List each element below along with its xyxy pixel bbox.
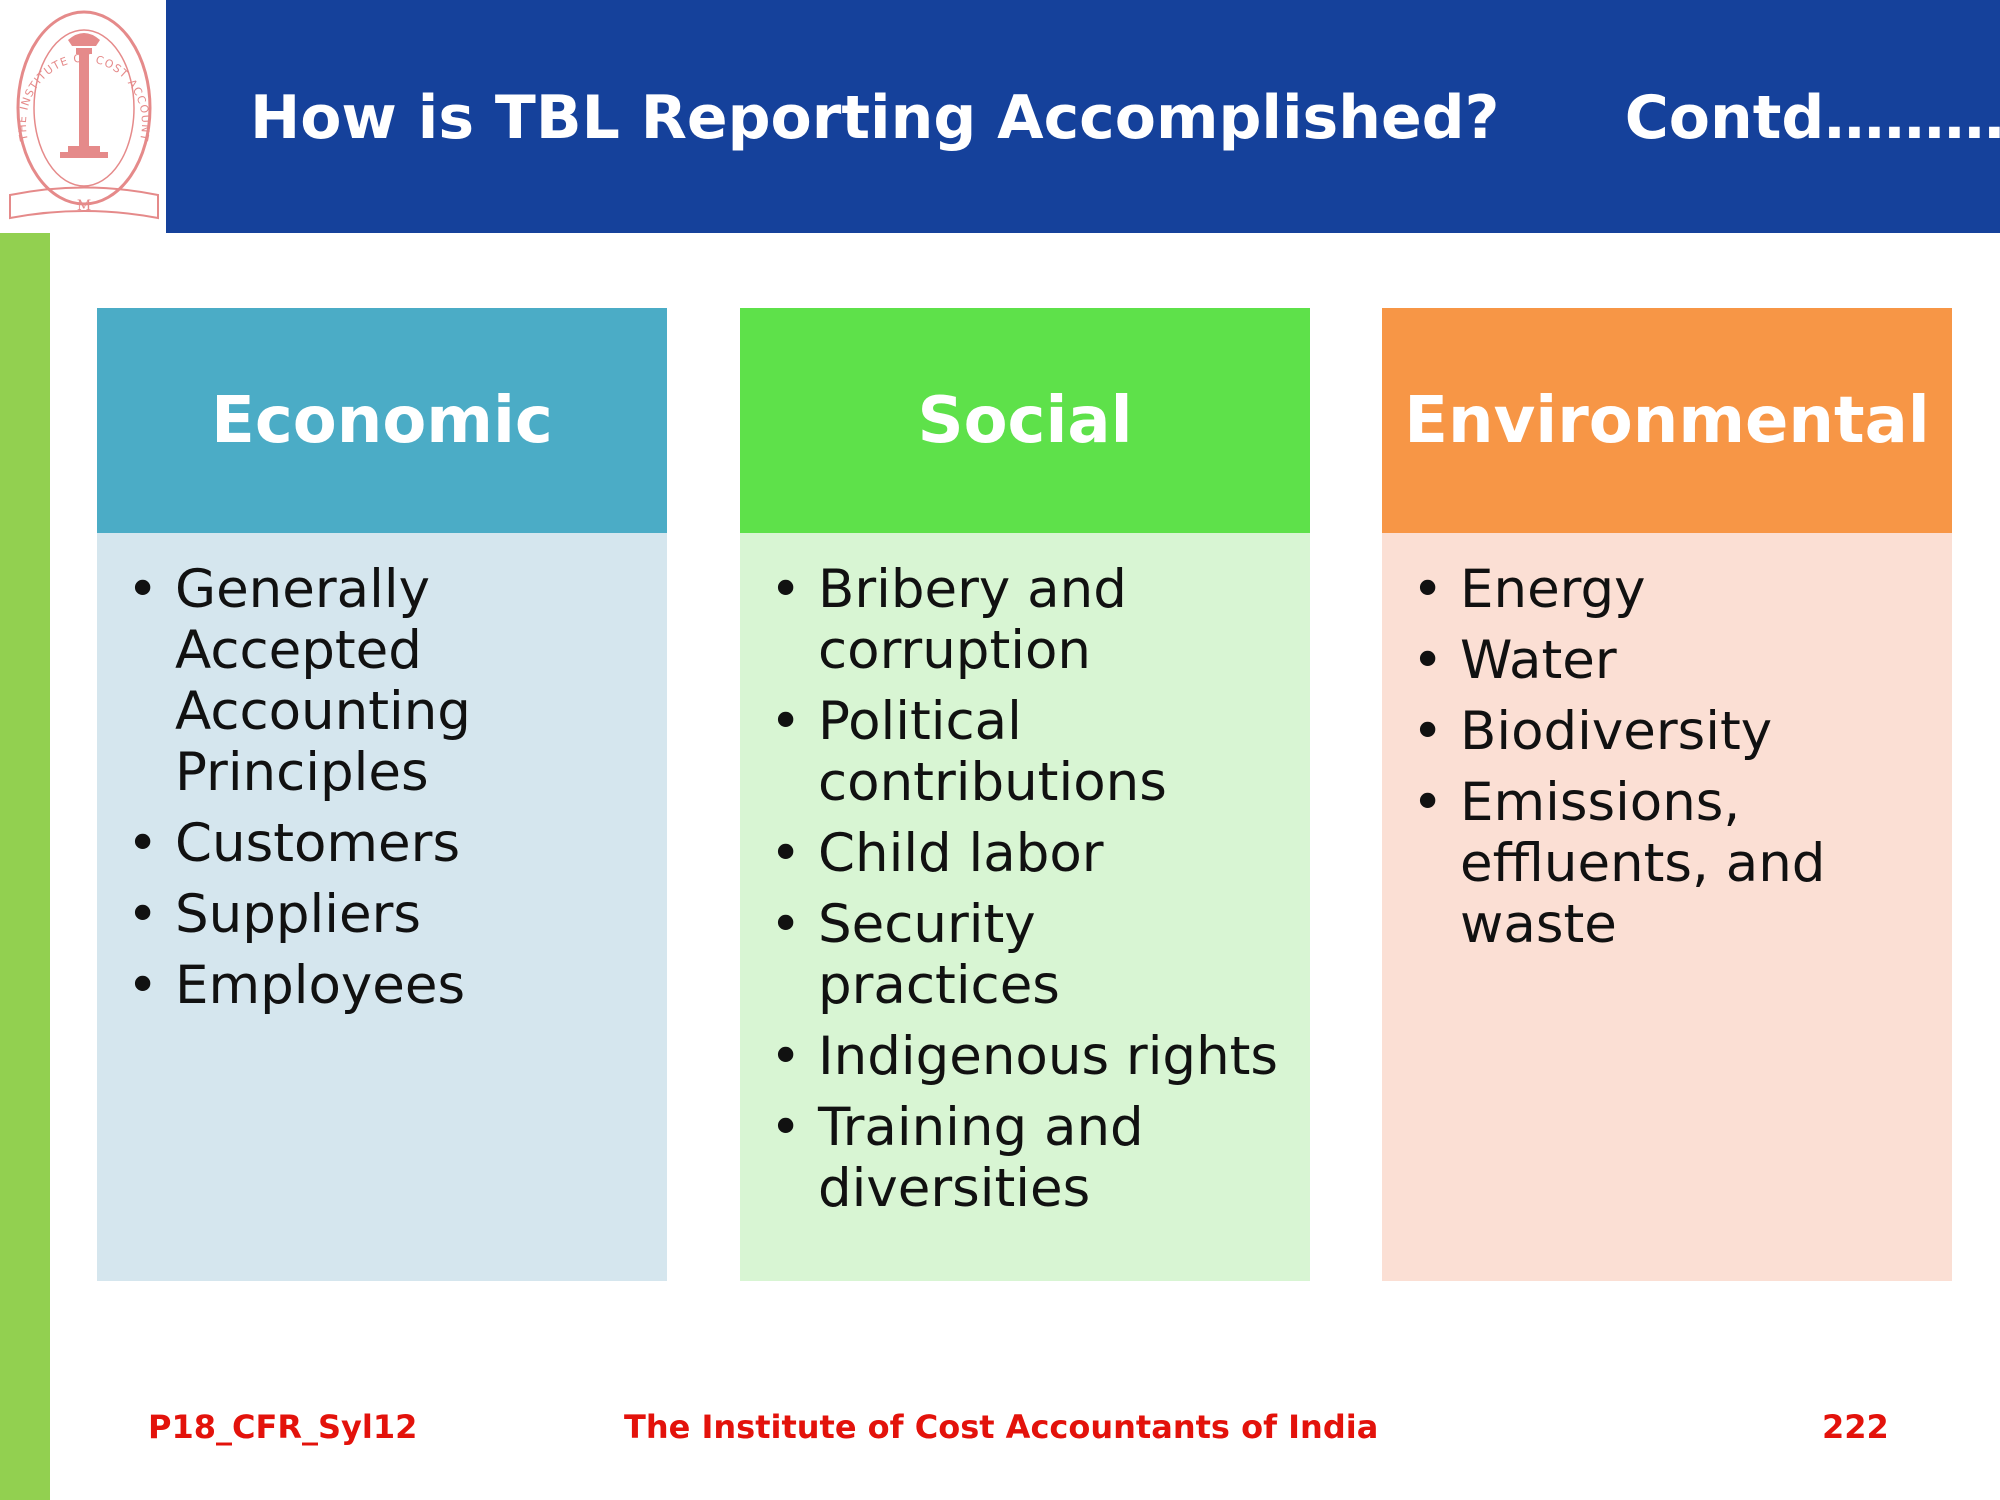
list-item: • Suppliers [127, 884, 421, 945]
social-column: Social • Bribery and corruption • Politica… [740, 308, 1310, 1281]
social-heading: Social [740, 308, 1310, 533]
list-item: • Water [1412, 630, 1617, 691]
economic-list: • Generally Accepted Accounting Principle… [127, 559, 647, 1016]
header-band [166, 0, 2000, 233]
environmental-list: • Energy • Water • Biodiversity • Emissions,… [1412, 559, 1932, 955]
list-item: • Child labor [770, 823, 1104, 884]
institute-logo: THE INSTITUTE OF COST ACCOUNTANTS OF IND… [0, 0, 166, 233]
list-item: • Energy [1412, 559, 1646, 620]
list-item: • Generally Accepted Accounting Principle… [127, 559, 471, 803]
economic-heading: Economic [97, 308, 667, 533]
environmental-column: Environmental • Energy • Water • Biodiversi… [1382, 308, 1952, 1281]
footer-code: P18_CFR_Syl12 [148, 1408, 418, 1446]
social-list: • Bribery and corruption • Political contr… [770, 559, 1290, 1219]
list-item: • Indigenous rights [770, 1026, 1279, 1087]
list-item: • Biodiversity [1412, 701, 1773, 762]
list-item: • Bribery and corruption [770, 559, 1127, 681]
list-item: • Political contributions [770, 691, 1167, 813]
cost-accountants-of-india-seal-icon: THE INSTITUTE OF COST ACCOUNTANTS OF IND… [0, 0, 159, 220]
social-list-panel: • Bribery and corruption • Political contr… [740, 533, 1310, 1281]
side-accent-bar [0, 233, 50, 1500]
environmental-heading: Environmental [1382, 308, 1952, 533]
footer-page-number: 222 [1822, 1408, 1889, 1446]
footer-institute: The Institute of Cost Accountants of Ind… [624, 1408, 1379, 1446]
economic-column: Economic • Generally Accepted Accounting … [97, 308, 667, 1281]
economic-list-panel: • Generally Accepted Accounting Principle… [97, 533, 667, 1281]
list-item: • Customers [127, 813, 461, 874]
list-item: • Emissions, effluents, and waste [1412, 772, 1826, 955]
list-item: • Training and diversities [770, 1097, 1144, 1219]
slide-title: How is TBL Reporting Accomplished? Contd… [250, 83, 2000, 153]
environmental-list-panel: • Energy • Water • Biodiversity • Emissions,… [1382, 533, 1952, 1281]
list-item: • Employees [127, 955, 466, 1016]
list-item: • Security practices [770, 894, 1060, 1016]
svg-text:M: M [77, 198, 91, 214]
